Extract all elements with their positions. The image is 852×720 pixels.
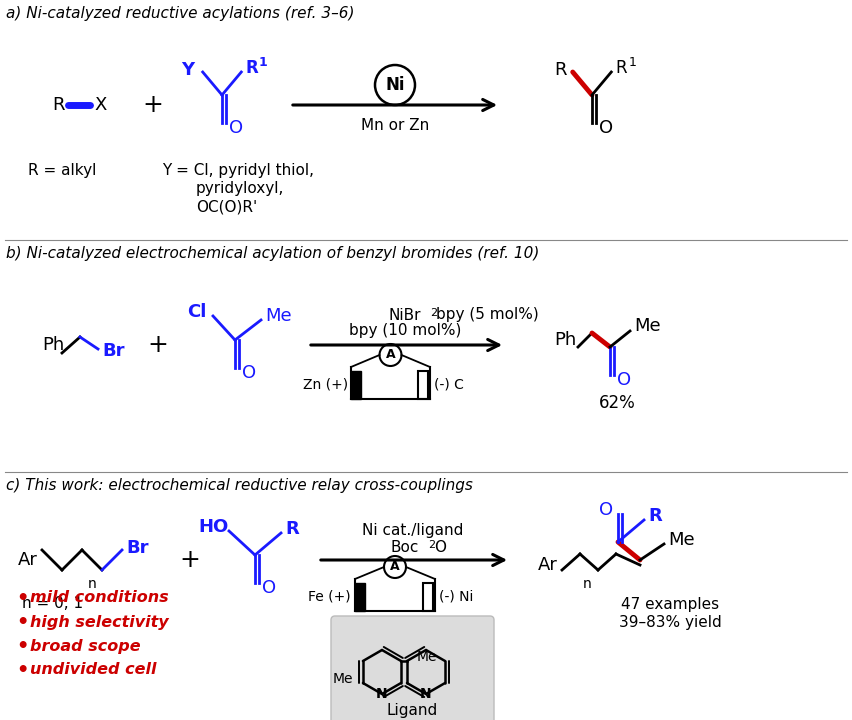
Text: A: A — [386, 348, 395, 361]
Text: 1: 1 — [628, 55, 636, 68]
Bar — [351, 371, 361, 399]
Text: Mn or Zn: Mn or Zn — [361, 117, 429, 132]
Text: pyridyloxyl,: pyridyloxyl, — [196, 181, 285, 196]
Circle shape — [379, 344, 401, 366]
Text: •: • — [16, 613, 28, 631]
Text: O: O — [229, 119, 243, 137]
Text: Br: Br — [126, 539, 148, 557]
Text: (-) Ni: (-) Ni — [439, 590, 474, 604]
Text: a) Ni-catalyzed reductive acylations (ref. 3–6): a) Ni-catalyzed reductive acylations (re… — [6, 6, 354, 21]
Text: bpy (10 mol%): bpy (10 mol%) — [348, 323, 461, 338]
Text: n: n — [583, 577, 591, 591]
Text: R: R — [554, 61, 567, 79]
Text: Me: Me — [634, 317, 660, 335]
Text: n: n — [88, 577, 96, 591]
Text: O: O — [242, 364, 256, 382]
Text: bpy (5 mol%): bpy (5 mol%) — [436, 307, 538, 323]
Text: O: O — [617, 371, 631, 389]
Text: •: • — [16, 636, 28, 655]
Text: R: R — [648, 507, 662, 525]
Text: Ligand: Ligand — [387, 703, 438, 718]
Text: Cl: Cl — [187, 303, 207, 321]
Text: R = alkyl: R = alkyl — [28, 163, 96, 178]
Text: +: + — [147, 333, 169, 357]
Text: +: + — [142, 93, 164, 117]
Text: Y: Y — [181, 61, 195, 79]
Text: Fe (+): Fe (+) — [308, 590, 351, 604]
Text: Me: Me — [332, 672, 353, 686]
Text: +: + — [180, 548, 200, 572]
FancyBboxPatch shape — [331, 616, 494, 720]
Text: high selectivity: high selectivity — [30, 614, 169, 629]
Bar — [418, 371, 428, 399]
Text: 39–83% yield: 39–83% yield — [619, 614, 722, 629]
Text: c) This work: electrochemical reductive relay cross-couplings: c) This work: electrochemical reductive … — [6, 478, 473, 493]
Bar — [423, 583, 433, 611]
Text: 2: 2 — [430, 308, 437, 318]
Text: HO: HO — [198, 518, 228, 536]
Text: A: A — [390, 560, 400, 574]
Text: (-) C: (-) C — [434, 378, 463, 392]
Text: Ni cat./ligand: Ni cat./ligand — [362, 523, 463, 538]
Text: O: O — [434, 539, 446, 554]
Text: Ar: Ar — [538, 556, 558, 574]
Text: O: O — [262, 579, 276, 597]
Text: OC(O)R': OC(O)R' — [196, 199, 257, 214]
Text: Me: Me — [417, 650, 437, 664]
Text: 1: 1 — [258, 55, 267, 68]
Text: Zn (+): Zn (+) — [302, 378, 348, 392]
Text: O: O — [599, 501, 613, 519]
Text: R: R — [285, 520, 299, 538]
Text: R: R — [245, 59, 258, 77]
Text: mild conditions: mild conditions — [30, 590, 169, 606]
Text: broad scope: broad scope — [30, 639, 141, 654]
Text: Ar: Ar — [18, 551, 37, 569]
Text: NiBr: NiBr — [389, 307, 421, 323]
Text: N: N — [420, 687, 432, 701]
Text: 62%: 62% — [599, 394, 636, 412]
Text: Y = Cl, pyridyl thiol,: Y = Cl, pyridyl thiol, — [162, 163, 314, 178]
Circle shape — [384, 556, 406, 578]
Text: •: • — [16, 588, 28, 608]
Text: X: X — [94, 96, 106, 114]
Text: Me: Me — [265, 307, 291, 325]
Text: R: R — [615, 59, 627, 77]
Text: Ni: Ni — [385, 76, 405, 94]
Text: Ph: Ph — [554, 331, 576, 349]
Text: N: N — [377, 687, 388, 701]
Text: 47 examples: 47 examples — [621, 598, 719, 613]
Text: Br: Br — [102, 342, 124, 360]
Text: n = 0, 1: n = 0, 1 — [22, 596, 83, 611]
Text: •: • — [16, 660, 28, 680]
Text: Me: Me — [668, 531, 694, 549]
Text: 2: 2 — [428, 540, 435, 550]
Text: Boc: Boc — [391, 539, 419, 554]
Text: b) Ni-catalyzed electrochemical acylation of benzyl bromides (ref. 10): b) Ni-catalyzed electrochemical acylatio… — [6, 246, 539, 261]
Bar — [355, 583, 365, 611]
Text: undivided cell: undivided cell — [30, 662, 157, 678]
Text: O: O — [599, 119, 613, 137]
Text: R: R — [53, 96, 65, 114]
Text: Ph: Ph — [42, 336, 64, 354]
